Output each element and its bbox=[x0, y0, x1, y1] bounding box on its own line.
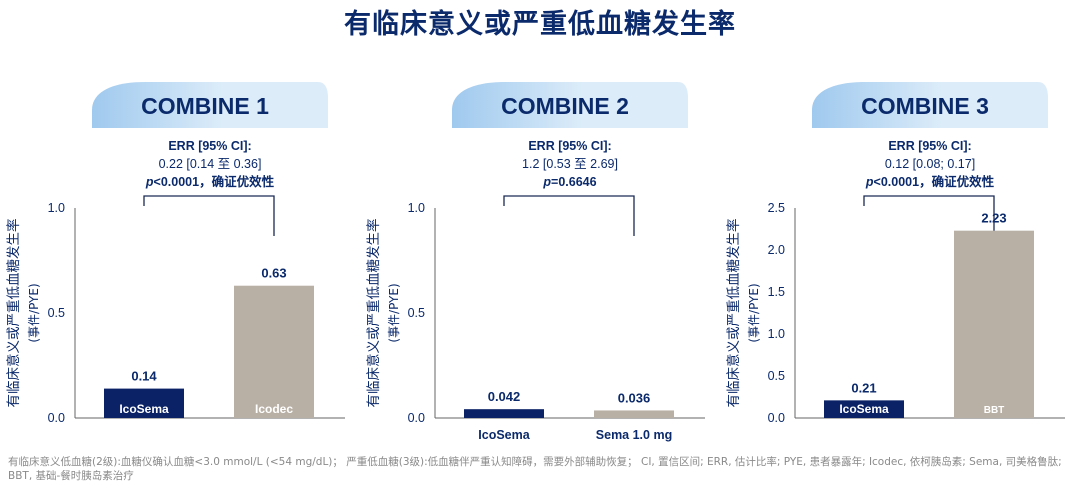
banner-title: COMBINE 2 bbox=[501, 93, 629, 119]
y-tick-label: 0.0 bbox=[48, 411, 65, 425]
bar-value-label: 0.21 bbox=[851, 380, 876, 395]
err-ci-value: 1.2 [0.53 至 2.69] bbox=[522, 157, 618, 171]
y-tick-label: 0.0 bbox=[408, 411, 425, 425]
banner-shape bbox=[452, 82, 688, 128]
category-label: IcoSema bbox=[119, 402, 169, 416]
y-tick-label: 1.0 bbox=[48, 201, 65, 215]
comparison-bracket bbox=[143, 195, 275, 236]
y-axis-label: 有临床意义或严重低血糖发生率 bbox=[365, 219, 382, 408]
chart-panel-combine-3: COMBINE 3 ERR [95% CI]: 0.12 [0.08; 0.17] p… bbox=[725, 82, 1065, 425]
y-axis-unit: (事件/PYE) bbox=[27, 283, 41, 342]
y-tick-label: 2.5 bbox=[768, 201, 785, 215]
bar-1 bbox=[104, 388, 184, 418]
p-value: p=0.6646 bbox=[542, 175, 596, 189]
banner-shape bbox=[92, 82, 328, 128]
y-axis-label: 有临床意义或严重低血糖发生率 bbox=[725, 219, 742, 408]
category-label: IcoSema bbox=[478, 428, 530, 442]
p-value-symbol: p bbox=[542, 175, 551, 189]
chart-panel-combine-1: COMBINE 1 ERR [95% CI]: 0.22 [0.14 至 0.36]… bbox=[5, 82, 345, 425]
bar-1 bbox=[464, 409, 544, 418]
y-axis-label: 有临床意义或严重低血糖发生率 bbox=[5, 219, 22, 408]
p-value-text: =0.6646 bbox=[551, 175, 597, 189]
category-label: BBT bbox=[984, 405, 1005, 416]
p-value-text: <0.0001，确证优效性 bbox=[154, 174, 275, 189]
comparison-bracket bbox=[863, 195, 995, 236]
category-label: IcoSema bbox=[839, 402, 889, 416]
err-ci-value: 0.22 [0.14 至 0.36] bbox=[159, 157, 262, 171]
y-axis-unit: (事件/PYE) bbox=[387, 283, 401, 342]
bar-value-label: 2.23 bbox=[981, 211, 1006, 226]
y-tick-label: 0.5 bbox=[48, 306, 65, 320]
footnote: 有临床意义低血糖(2级):血糖仪确认血糖<3.0 mmol/L (<54 mg/… bbox=[8, 456, 1062, 482]
y-tick-label: 0.0 bbox=[768, 411, 785, 425]
p-value-symbol: p bbox=[145, 175, 154, 189]
y-tick-label: 0.5 bbox=[408, 306, 425, 320]
y-axis-unit: (事件/PYE) bbox=[747, 283, 761, 342]
bar-value-label: 0.63 bbox=[261, 266, 286, 281]
p-value-symbol: p bbox=[865, 175, 874, 189]
category-label: Sema 1.0 mg bbox=[596, 428, 672, 442]
banner-title: COMBINE 1 bbox=[141, 93, 269, 119]
bar-2 bbox=[594, 410, 674, 418]
comparison-bracket bbox=[503, 195, 635, 236]
page-title: 有临床意义或严重低血糖发生率 bbox=[344, 9, 736, 40]
err-label: ERR [95% CI]: bbox=[168, 139, 251, 153]
p-value: p<0.0001，确证优效性 bbox=[865, 174, 995, 189]
err-ci-value: 0.12 [0.08; 0.17] bbox=[885, 157, 975, 171]
chart-panel-combine-2: COMBINE 2 ERR [95% CI]: 1.2 [0.53 至 2.69] p… bbox=[365, 82, 705, 442]
y-tick-label: 0.5 bbox=[768, 369, 785, 383]
y-tick-label: 2.0 bbox=[768, 243, 785, 257]
err-label: ERR [95% CI]: bbox=[888, 139, 971, 153]
category-label: Icodec bbox=[255, 402, 293, 416]
err-label: ERR [95% CI]: bbox=[528, 139, 611, 153]
y-tick-label: 1.0 bbox=[768, 327, 785, 341]
bar-value-label: 0.042 bbox=[488, 389, 521, 404]
banner-shape bbox=[812, 82, 1048, 128]
y-tick-label: 1.0 bbox=[408, 201, 425, 215]
banner-title: COMBINE 3 bbox=[861, 93, 989, 119]
bar-value-label: 0.14 bbox=[131, 369, 157, 384]
p-value-text: <0.0001，确证优效性 bbox=[874, 174, 995, 189]
p-value: p<0.0001，确证优效性 bbox=[145, 174, 275, 189]
bar-value-label: 0.036 bbox=[618, 390, 651, 405]
bar-2 bbox=[234, 285, 314, 418]
y-tick-label: 1.5 bbox=[768, 285, 785, 299]
bar-2 bbox=[954, 230, 1034, 418]
bar-1 bbox=[824, 400, 904, 418]
